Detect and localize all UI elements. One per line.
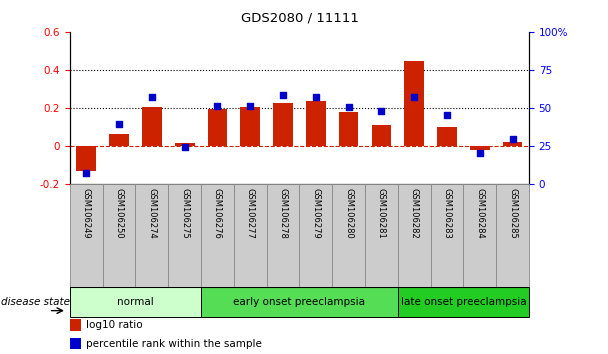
Bar — [168, 184, 201, 287]
Text: GSM106281: GSM106281 — [377, 188, 386, 239]
Bar — [240, 107, 260, 146]
Text: early onset preeclampsia: early onset preeclampsia — [233, 297, 365, 307]
Point — [344, 104, 353, 110]
Text: GSM106249: GSM106249 — [82, 188, 91, 239]
Bar — [300, 184, 332, 287]
Text: log10 ratio: log10 ratio — [86, 320, 143, 330]
Bar — [201, 184, 234, 287]
Text: GSM106275: GSM106275 — [180, 188, 189, 239]
Point — [376, 108, 386, 114]
Text: GSM106285: GSM106285 — [508, 188, 517, 239]
Bar — [332, 184, 365, 287]
Text: GSM106276: GSM106276 — [213, 188, 222, 239]
Text: normal: normal — [117, 297, 154, 307]
Point — [180, 144, 190, 150]
Point — [278, 92, 288, 98]
Text: GSM106250: GSM106250 — [114, 188, 123, 239]
Text: late onset preeclampsia: late onset preeclampsia — [401, 297, 526, 307]
Bar — [398, 184, 430, 287]
Bar — [463, 184, 496, 287]
Bar — [103, 184, 136, 287]
Text: GSM106278: GSM106278 — [278, 188, 288, 239]
Bar — [109, 134, 129, 146]
Text: percentile rank within the sample: percentile rank within the sample — [86, 338, 262, 349]
Bar — [142, 107, 162, 146]
Text: disease state: disease state — [1, 297, 70, 307]
Bar — [306, 101, 326, 146]
Text: GDS2080 / 11111: GDS2080 / 11111 — [241, 11, 358, 24]
Bar — [430, 184, 463, 287]
Bar — [70, 338, 81, 349]
Point — [147, 94, 157, 99]
Bar — [404, 61, 424, 146]
Point — [409, 94, 419, 99]
Bar — [470, 146, 489, 150]
Bar — [371, 125, 392, 146]
Bar — [437, 127, 457, 146]
Text: GSM106284: GSM106284 — [475, 188, 485, 239]
Text: GSM106277: GSM106277 — [246, 188, 255, 239]
Point — [246, 103, 255, 109]
Bar — [77, 146, 96, 171]
Point — [81, 171, 91, 176]
Text: GSM106283: GSM106283 — [443, 188, 452, 239]
Text: GSM106280: GSM106280 — [344, 188, 353, 239]
Bar — [273, 103, 293, 146]
Bar — [398, 287, 529, 317]
Bar — [234, 184, 267, 287]
Text: GSM106279: GSM106279 — [311, 188, 320, 239]
Bar — [201, 287, 398, 317]
Bar — [267, 184, 300, 287]
Bar — [496, 184, 529, 287]
Point — [475, 150, 485, 156]
Point — [114, 121, 124, 127]
Point — [311, 95, 320, 100]
Bar — [70, 184, 103, 287]
Bar — [70, 319, 81, 331]
Bar — [503, 142, 522, 146]
Bar — [136, 184, 168, 287]
Point — [442, 112, 452, 118]
Bar — [339, 112, 359, 146]
Point — [508, 136, 517, 142]
Bar — [175, 143, 195, 146]
Bar — [70, 287, 201, 317]
Bar — [207, 109, 227, 146]
Point — [213, 104, 223, 109]
Bar — [365, 184, 398, 287]
Text: GSM106274: GSM106274 — [147, 188, 156, 239]
Text: GSM106282: GSM106282 — [410, 188, 419, 239]
